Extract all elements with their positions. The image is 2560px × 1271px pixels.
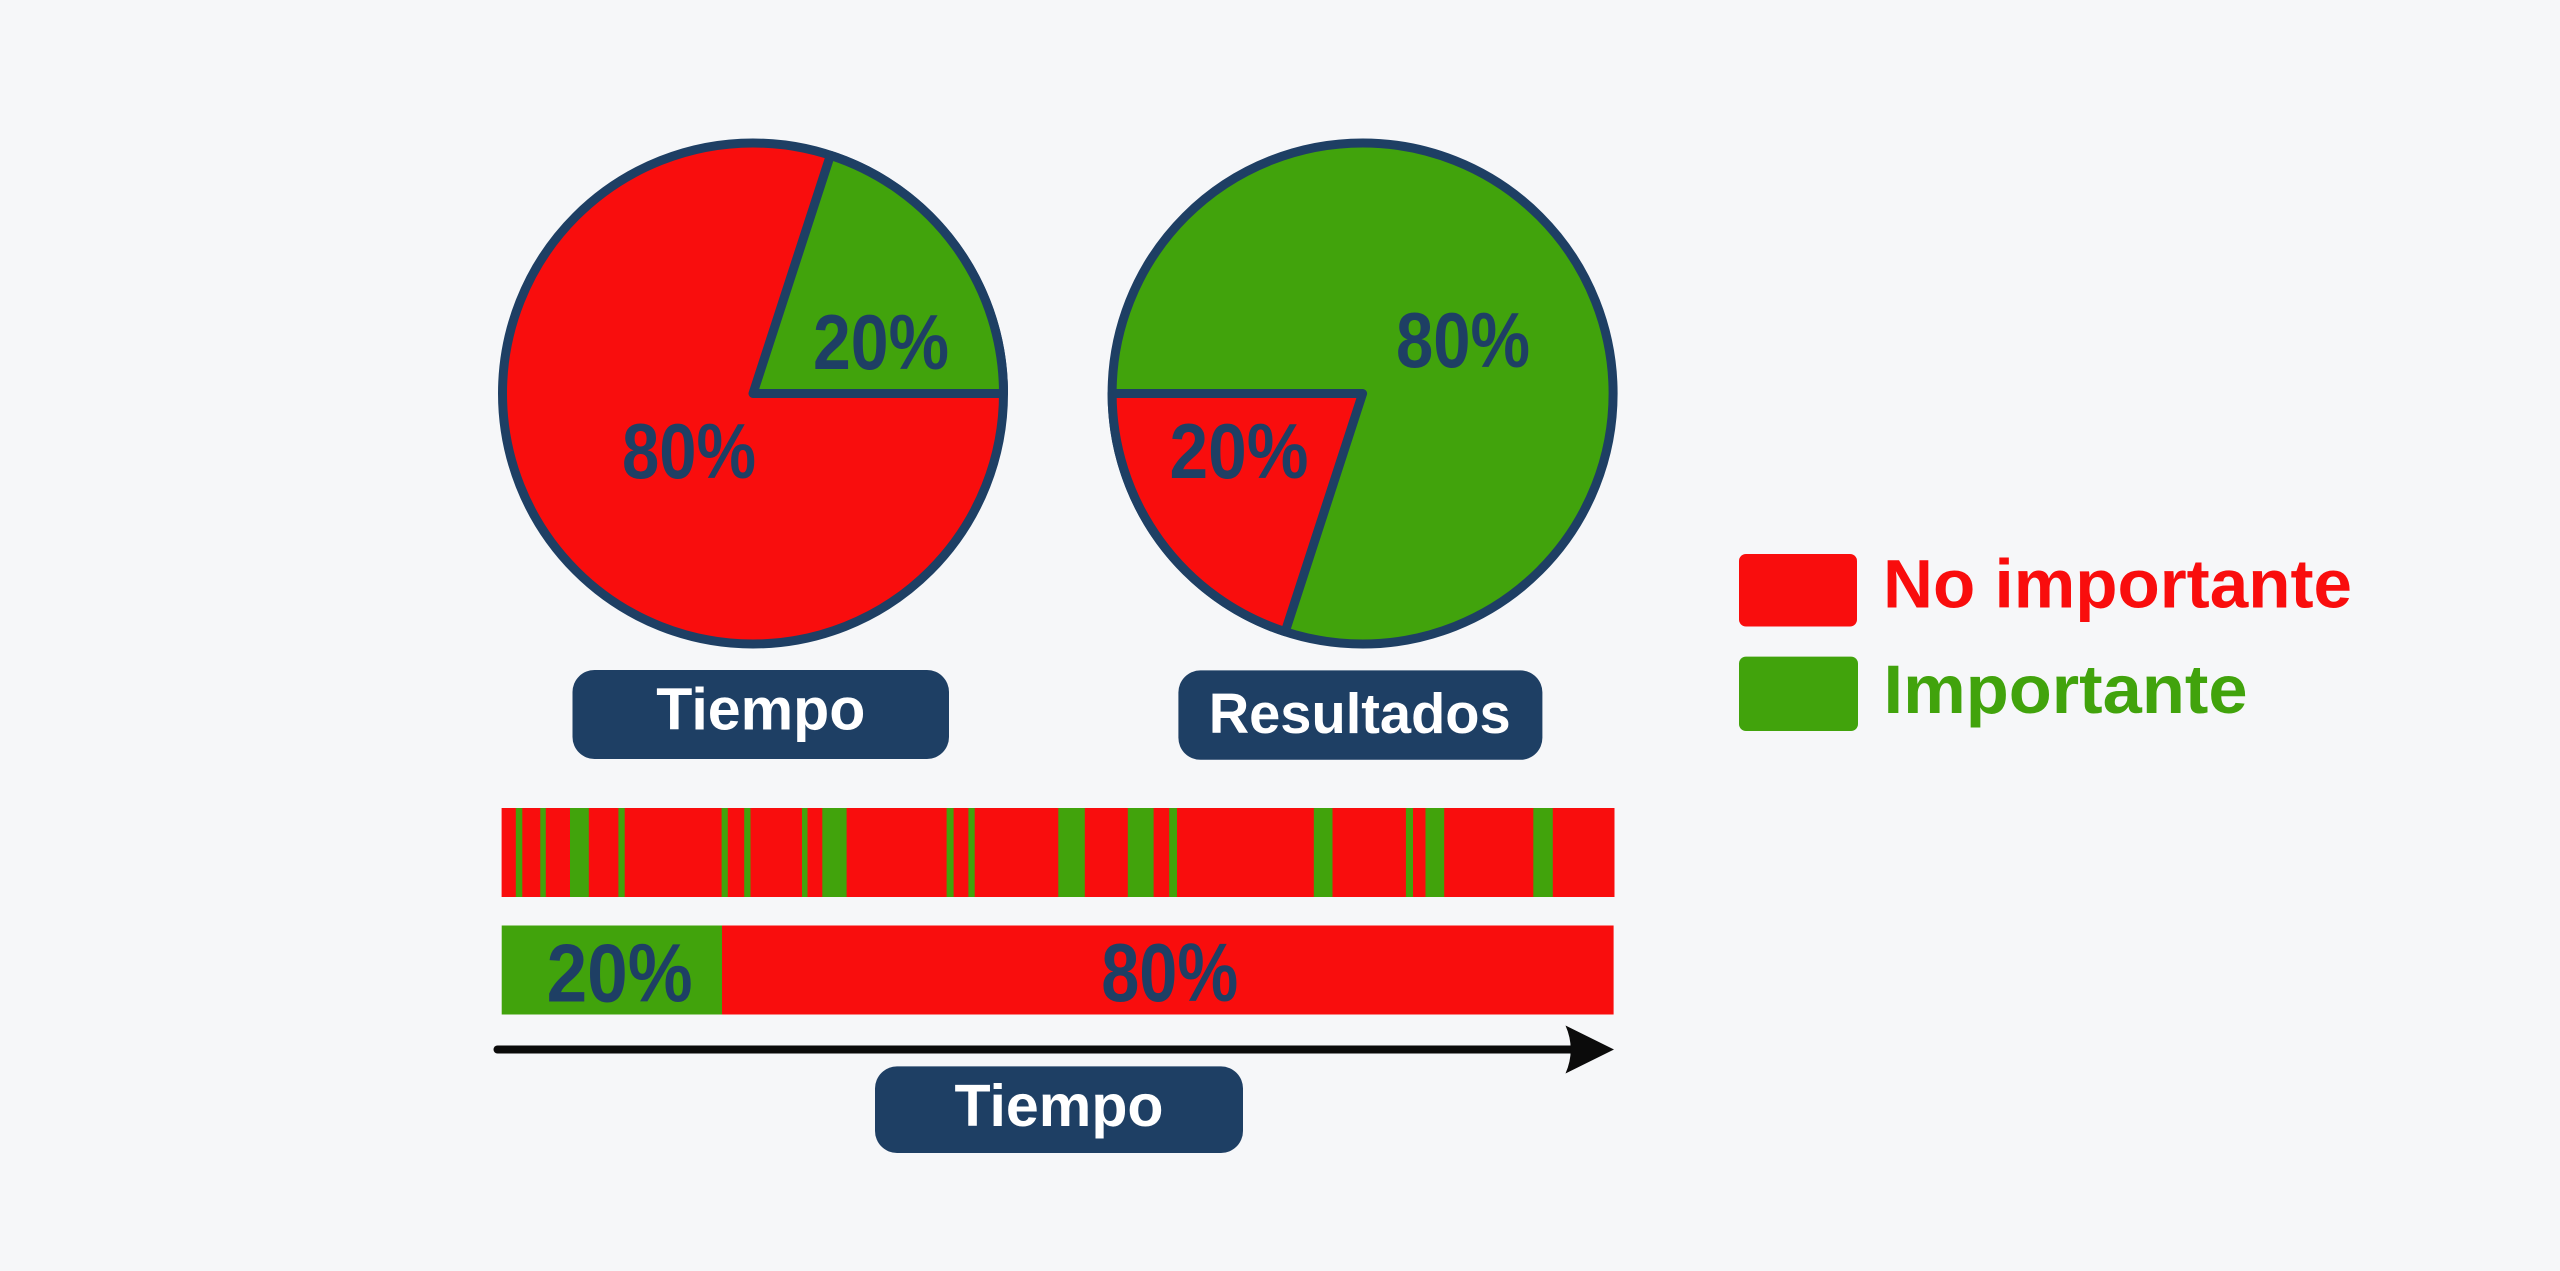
svg-text:Importante: Importante [1884,651,2248,728]
svg-text:20%: 20% [813,298,949,386]
svg-text:20%: 20% [1170,407,1309,495]
svg-text:Tiempo: Tiempo [656,677,865,743]
svg-text:No importante: No importante [1883,546,2352,623]
svg-text:Tiempo: Tiempo [955,1073,1164,1139]
svg-text:80%: 80% [622,407,756,495]
svg-text:80%: 80% [1396,296,1530,384]
svg-text:20%: 20% [547,927,693,1020]
svg-text:80%: 80% [1101,926,1238,1019]
svg-text:Resultados: Resultados [1209,682,1511,746]
